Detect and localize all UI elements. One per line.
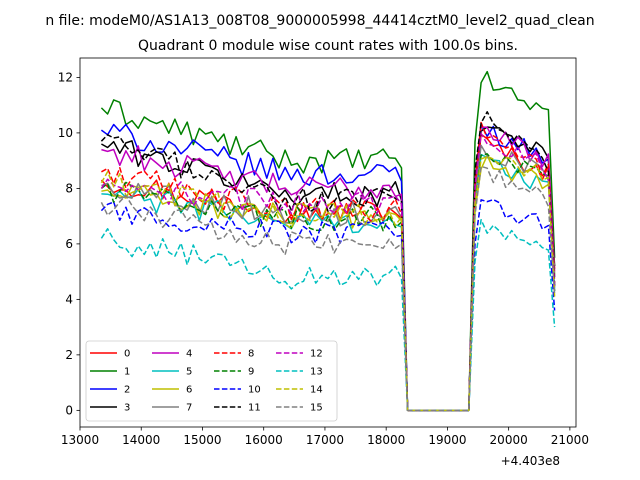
- legend-label-7: 7: [186, 403, 192, 414]
- series-line-1: [100, 70, 556, 412]
- x-tick-label: 15000: [183, 433, 221, 447]
- legend-label-11: 11: [248, 403, 261, 414]
- x-tick-label: 16000: [245, 433, 283, 447]
- y-tick-label: 2: [65, 348, 73, 362]
- legend-label-12: 12: [310, 349, 323, 360]
- legend-label-3: 3: [124, 403, 130, 414]
- y-tick-label: 8: [65, 182, 73, 196]
- legend-label-8: 8: [248, 349, 254, 360]
- legend-label-4: 4: [186, 349, 192, 360]
- legend-label-5: 5: [186, 367, 192, 378]
- legend-label-15: 15: [310, 403, 323, 414]
- legend-label-14: 14: [310, 385, 323, 396]
- legend-label-0: 0: [124, 349, 130, 360]
- x-tick-label: 19000: [428, 433, 466, 447]
- chart-title: Quadrant 0 module wise count rates with …: [138, 38, 518, 54]
- x-tick-label: 17000: [306, 433, 344, 447]
- series-line-7: [101, 144, 556, 412]
- x-offset-label: +4.403e8: [501, 454, 560, 468]
- x-tick-label: 21000: [551, 433, 589, 447]
- y-tick-label: 10: [58, 126, 73, 140]
- y-tick-label: 4: [65, 293, 73, 307]
- series-line-14: [100, 155, 556, 412]
- x-tick-label: 13000: [61, 433, 99, 447]
- legend-label-2: 2: [124, 385, 130, 396]
- series-line-13: [100, 218, 556, 412]
- legend-box: [85, 340, 338, 422]
- y-tick-label: 0: [65, 404, 73, 418]
- series-line-11: [100, 111, 556, 412]
- series-line-15: [100, 165, 556, 412]
- axes-frame: [79, 57, 577, 428]
- x-tick-label: 14000: [122, 433, 160, 447]
- legend-label-13: 13: [310, 367, 323, 378]
- figure-suptitle: n file: modeM0/AS1A13_008T08_9000005998_…: [45, 13, 594, 29]
- legend-label-10: 10: [248, 385, 261, 396]
- series-line-10: [100, 198, 556, 412]
- y-tick-label: 6: [65, 237, 73, 251]
- x-tick-label: 18000: [367, 433, 405, 447]
- plot-area: 13000 14000 15000 16000 17000 18000 19000 20000…: [58, 57, 589, 447]
- legend-label-6: 6: [186, 385, 192, 396]
- legend-label-1: 1: [124, 367, 130, 378]
- x-tick-label: 20000: [490, 433, 528, 447]
- legend-label-9: 9: [248, 367, 254, 378]
- y-tick-label: 12: [58, 71, 73, 85]
- series-lines: [100, 70, 556, 412]
